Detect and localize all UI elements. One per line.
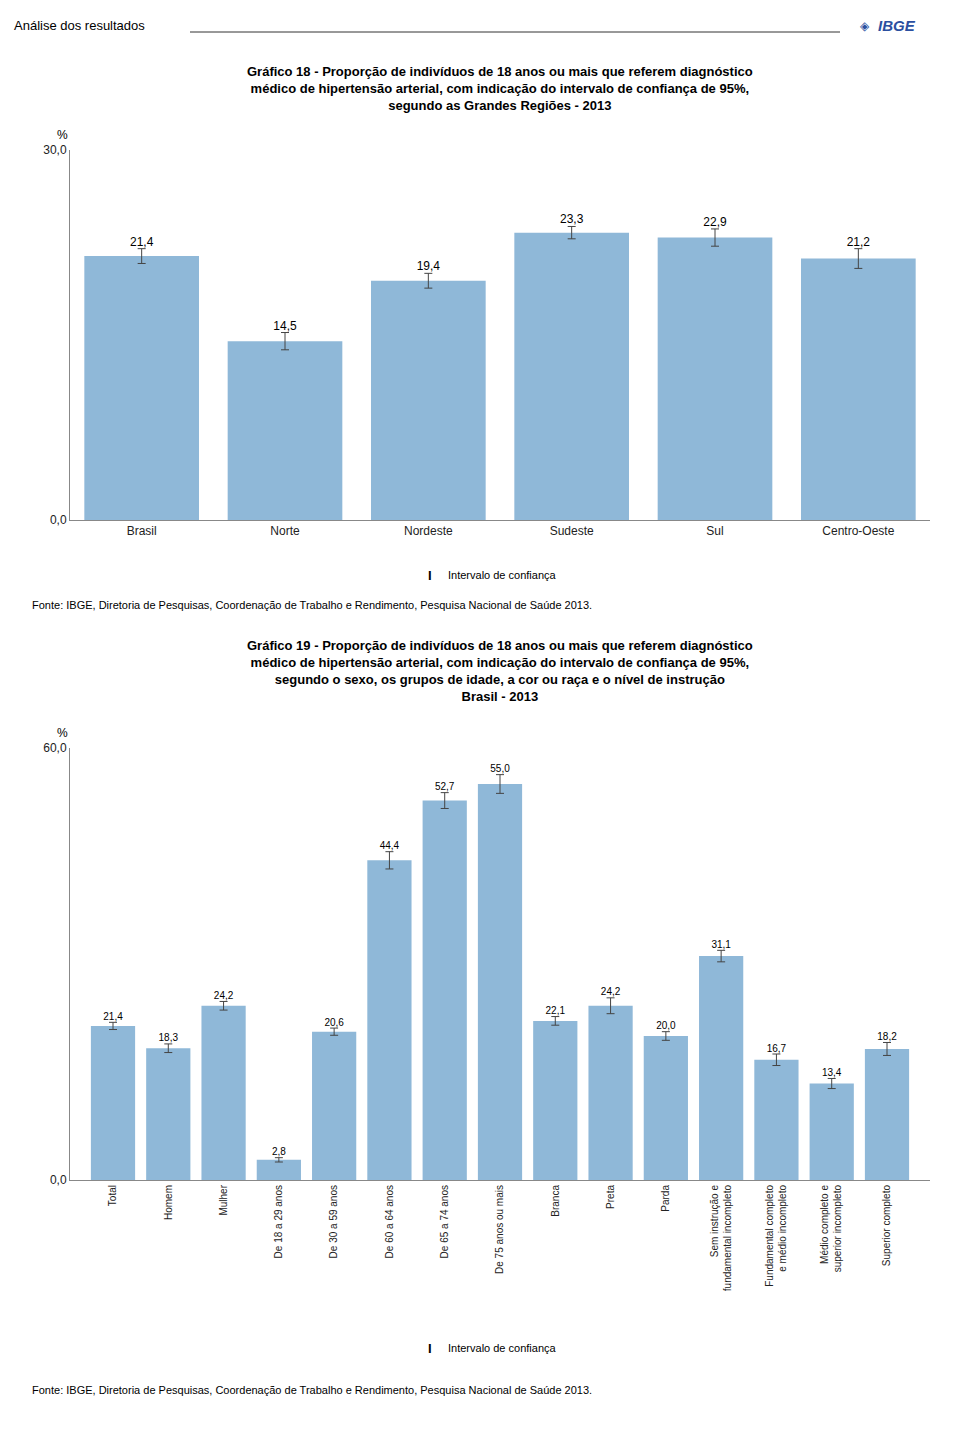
svg-text:0,0: 0,0 [50,513,67,527]
svg-text:22,1: 22,1 [546,1005,566,1016]
svg-text:31,1: 31,1 [711,939,731,950]
svg-text:14,5: 14,5 [273,319,297,333]
svg-text:22,9: 22,9 [703,215,727,229]
svg-text:Mulher: Mulher [218,1184,229,1215]
svg-text:21,4: 21,4 [103,1011,123,1022]
svg-text:De 75 anos ou mais: De 75 anos ou mais [494,1185,505,1274]
svg-text:Fonte: IBGE, Diretoria de Pesq: Fonte: IBGE, Diretoria de Pesquisas, Coo… [32,599,592,611]
svg-text:IBGE: IBGE [878,17,916,34]
svg-text:55,0: 55,0 [490,763,510,774]
svg-text:24,2: 24,2 [601,986,621,997]
svg-text:20,0: 20,0 [656,1020,676,1031]
svg-text:30,0: 30,0 [43,143,67,157]
svg-text:20,6: 20,6 [324,1017,344,1028]
svg-text:I: I [428,568,432,583]
svg-text:16,7: 16,7 [767,1043,787,1054]
svg-text:I: I [428,1341,432,1356]
svg-text:19,4: 19,4 [417,259,441,273]
svg-text:De 18 a 29 anos: De 18 a 29 anos [273,1185,284,1258]
svg-text:23,3: 23,3 [560,212,584,226]
svg-text:44,4: 44,4 [380,840,400,851]
svg-text:13,4: 13,4 [822,1067,842,1078]
svg-text:Intervalo de confiança: Intervalo de confiança [448,1342,557,1354]
svg-text:52,7: 52,7 [435,781,455,792]
svg-text:Intervalo de confiança: Intervalo de confiança [448,569,557,581]
svg-text:◈: ◈ [860,19,870,33]
svg-text:0,0: 0,0 [50,1173,67,1187]
svg-text:De 30 a 59 anos: De 30 a 59 anos [328,1185,339,1258]
svg-text:21,4: 21,4 [130,235,154,249]
svg-text:Parda: Parda [660,1185,671,1212]
svg-text:Preta: Preta [605,1185,616,1209]
svg-text:21,2: 21,2 [847,235,871,249]
svg-text:Brasil: Brasil [127,524,157,538]
svg-text:2,8: 2,8 [272,1146,286,1157]
svg-text:%: % [57,726,68,740]
svg-text:Homem: Homem [163,1185,174,1220]
svg-text:Branca: Branca [550,1185,561,1217]
svg-text:24,2: 24,2 [214,990,234,1001]
svg-text:Gráfico 18 - Proporção de indi: Gráfico 18 - Proporção de indivíduos de … [247,64,753,113]
svg-text:Total: Total [107,1185,118,1206]
svg-text:%: % [57,128,68,142]
svg-text:Médio completo esuperior incom: Médio completo esuperior incompleto [819,1185,843,1273]
svg-text:Sudeste: Sudeste [550,524,594,538]
svg-text:Fundamental completoe médio in: Fundamental completoe médio incompleto [764,1185,788,1287]
svg-text:Superior completo: Superior completo [881,1185,892,1267]
svg-text:De 65 a 74 anos: De 65 a 74 anos [439,1185,450,1258]
svg-text:60,0: 60,0 [43,741,67,755]
svg-text:Fonte: IBGE, Diretoria de Pesq: Fonte: IBGE, Diretoria de Pesquisas, Coo… [32,1384,592,1396]
svg-text:Sem instrução efundamental inc: Sem instrução efundamental incompleto [709,1185,733,1292]
svg-text:Nordeste: Nordeste [404,524,453,538]
svg-text:Análise dos resultados: Análise dos resultados [14,18,145,33]
svg-text:Sul: Sul [706,524,723,538]
svg-text:Norte: Norte [270,524,300,538]
svg-text:De 60 a 64 anos: De 60 a 64 anos [384,1185,395,1258]
svg-text:Centro-Oeste: Centro-Oeste [822,524,894,538]
svg-text:18,3: 18,3 [159,1032,179,1043]
svg-text:18,2: 18,2 [877,1031,897,1042]
svg-text:Gráfico 19 - Proporção de indi: Gráfico 19 - Proporção de indivíduos de … [247,638,753,704]
